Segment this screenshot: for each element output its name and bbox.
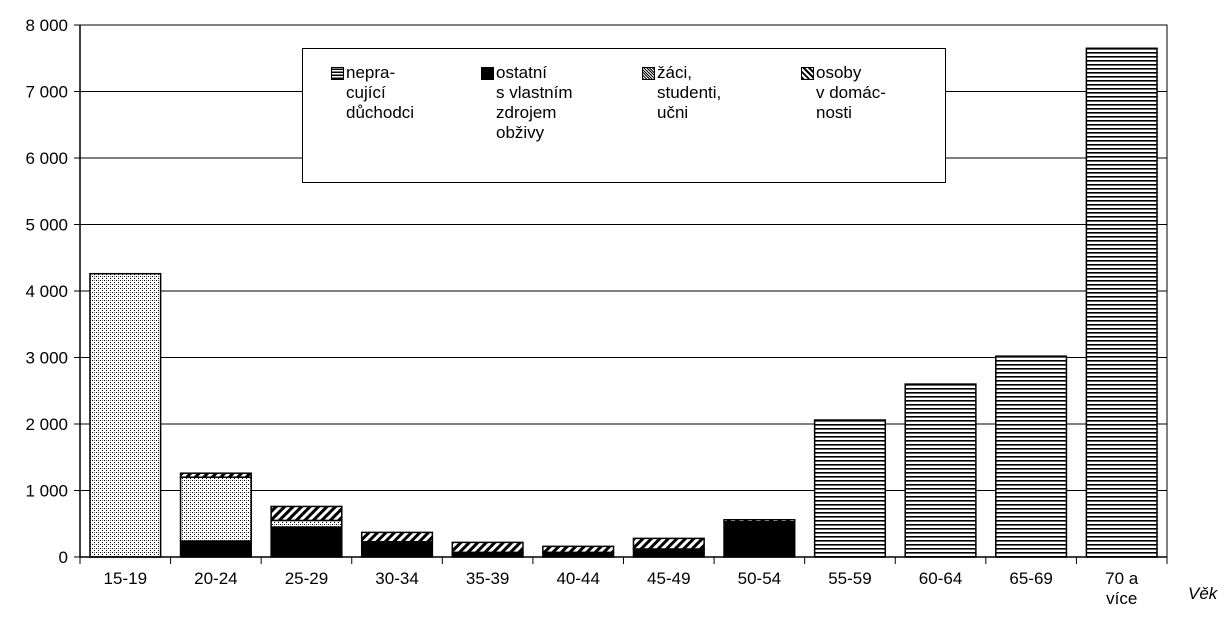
legend-swatch-diag [801, 67, 814, 80]
bar-segment-solid [179, 540, 252, 558]
x-tick-label: 65-69 [1009, 569, 1052, 588]
y-tick-label: 0 [59, 548, 68, 567]
y-tick-label: 6 000 [25, 149, 68, 168]
legend-label: osoby v domác- nosti [816, 63, 886, 122]
legend-swatch-dots [642, 67, 655, 80]
bar-segment-dots [179, 476, 252, 542]
legend-item-osoby: osoby v domác- nosti [801, 63, 886, 123]
y-tick-label: 4 000 [25, 282, 68, 301]
bar-segment-solid [632, 548, 705, 558]
y-tick-label: 7 000 [25, 83, 68, 102]
bar-segment-diag [451, 541, 524, 554]
bar-segment-hstripe [904, 383, 977, 558]
x-tick-label: 15-19 [104, 569, 147, 588]
legend-label: ostatní s vlastním zdrojem obživy [496, 63, 573, 142]
bar-segment-diag [270, 505, 343, 522]
legend-item-nepracujici: nepra- cující důchodci [331, 63, 414, 123]
bar-segment-solid [270, 526, 343, 558]
y-tick-label: 3 000 [25, 349, 68, 368]
bar-segment-hstripe [995, 355, 1068, 558]
y-tick-label: 2 000 [25, 415, 68, 434]
bar-segment-hstripe [1085, 47, 1158, 558]
x-axis-label: Věk [1188, 584, 1218, 603]
bar-segment-hstripe [813, 419, 887, 558]
legend-label: žáci, studenti, učni [657, 63, 722, 122]
x-tick-label: 50-54 [738, 569, 781, 588]
legend-swatch-solid [481, 67, 494, 80]
y-tick-label: 5 000 [25, 216, 68, 235]
bar-segment-diag [723, 519, 796, 523]
bar-segment-diag [632, 537, 705, 550]
x-tick-label: 35-39 [466, 569, 509, 588]
x-tick-label: 30-34 [375, 569, 418, 588]
axes [74, 24, 1168, 564]
bar-segment-diag [360, 531, 434, 543]
x-tick-labels: 15-19 20-24 25-29 30-34 35-39 40-44 45-49 50-54… [104, 569, 1139, 608]
x-tick-label: 20-24 [194, 569, 237, 588]
bar-segment-solid [360, 540, 434, 558]
x-tick-label: 70 a více [1105, 569, 1139, 608]
bar-segment-diag [542, 545, 615, 554]
legend: nepra- cující důchodci ostatní s vlastní… [302, 48, 946, 183]
bars [89, 47, 1158, 558]
x-tick-label: 60-64 [919, 569, 962, 588]
bar-segment-dots [270, 519, 343, 528]
legend-label: nepra- cující důchodci [346, 63, 415, 122]
legend-item-ostatni: ostatní s vlastním zdrojem obživy [481, 63, 573, 143]
x-tick-label: 40-44 [556, 569, 599, 588]
y-tick-label: 1 000 [25, 482, 68, 501]
x-tick-label: 25-29 [285, 569, 328, 588]
bar-segment-solid [723, 521, 796, 558]
legend-item-zaci: žáci, studenti, učni [642, 63, 721, 123]
x-tick-label: 55-59 [828, 569, 871, 588]
x-tick-label: 45-49 [647, 569, 690, 588]
y-tick-label: 8 000 [25, 16, 68, 35]
y-tick-labels: 0 1 000 2 000 3 000 4 000 5 000 6 000 7 000 8 00… [25, 16, 68, 567]
bar-segment-diag [179, 472, 252, 478]
bar-segment-dots [89, 272, 162, 558]
legend-swatch-hstripe [331, 67, 344, 80]
